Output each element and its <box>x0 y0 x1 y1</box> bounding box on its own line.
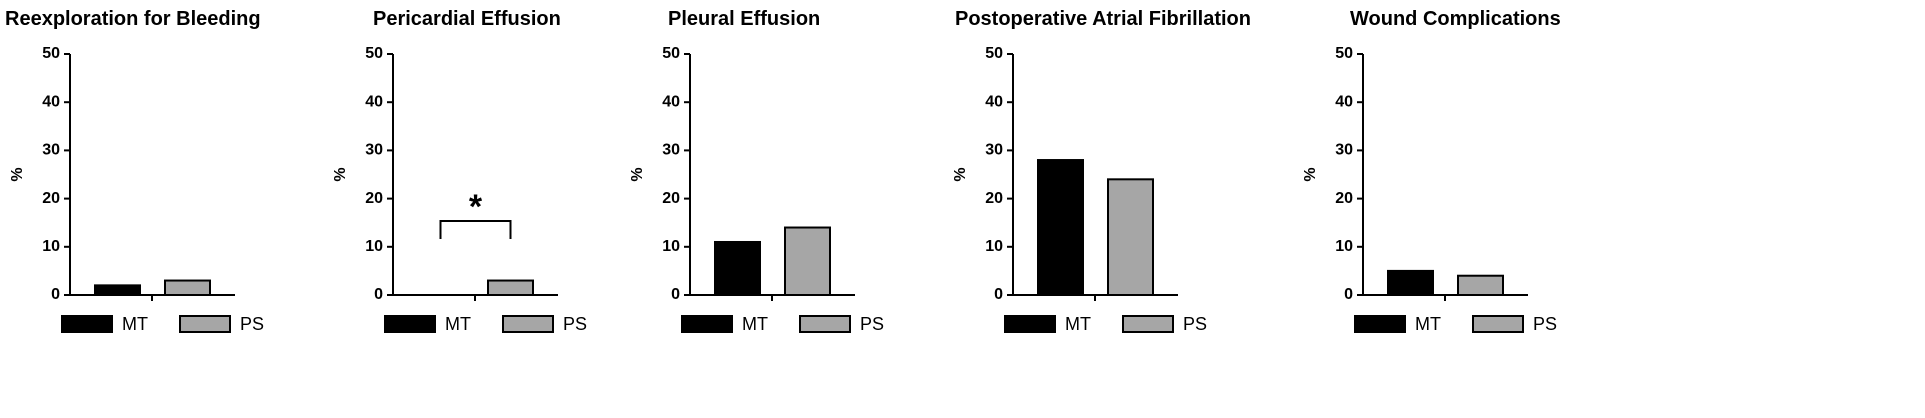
y-tick-label: 0 <box>994 286 1003 303</box>
legend-label: PS <box>860 314 884 334</box>
y-tick-label: 10 <box>1335 238 1353 255</box>
legend-swatch <box>799 315 851 333</box>
bar <box>94 284 141 296</box>
legend-swatch <box>179 315 231 333</box>
y-tick-label: 20 <box>662 190 680 207</box>
y-tick-label: 10 <box>42 238 60 255</box>
legend-label: MT <box>1065 314 1091 334</box>
y-tick-label: 30 <box>985 142 1003 159</box>
y-tick-label: 20 <box>42 190 60 207</box>
y-tick-label: 10 <box>365 238 383 255</box>
y-tick-label: 40 <box>662 93 680 110</box>
y-tick-label: 30 <box>365 142 383 159</box>
legend-swatch <box>384 315 436 333</box>
legend-swatch <box>1472 315 1524 333</box>
legend-label: PS <box>563 314 587 334</box>
legend-swatch <box>1354 315 1406 333</box>
y-tick-label: 30 <box>1335 142 1353 159</box>
panel: Reexploration for Bleeding% 0 10 20 30 40 50 MT… <box>5 8 264 334</box>
y-axis-label: % <box>332 167 349 181</box>
legend-label: PS <box>1533 314 1557 334</box>
y-tick-label: 50 <box>662 45 680 62</box>
y-axis-label: % <box>952 167 969 181</box>
panel: Pleural Effusion% 0 10 20 30 40 50 MT PS <box>629 8 884 334</box>
panel: Pericardial Effusion% 0 10 20 30 40 50 MT PS * <box>332 8 587 334</box>
legend-swatch <box>61 315 113 333</box>
panel: Wound Complications% 0 10 20 30 40 50 MT PS <box>1302 8 1561 334</box>
legend-swatch <box>681 315 733 333</box>
y-tick-label: 50 <box>42 45 60 62</box>
y-tick-label: 40 <box>985 93 1003 110</box>
chart-title: Reexploration for Bleeding <box>5 8 261 30</box>
legend-label: MT <box>1415 314 1441 334</box>
y-axis-label: % <box>9 167 26 181</box>
bar <box>1107 178 1154 297</box>
bar <box>487 279 534 297</box>
y-tick-label: 40 <box>1335 93 1353 110</box>
chart-title: Pericardial Effusion <box>373 8 561 30</box>
y-tick-label: 0 <box>374 286 383 303</box>
y-tick-label: 50 <box>1335 45 1353 62</box>
y-tick-label: 20 <box>365 190 383 207</box>
legend-swatch <box>1004 315 1056 333</box>
bar <box>1037 159 1084 296</box>
legend-label: MT <box>445 314 471 334</box>
y-tick-label: 50 <box>985 45 1003 62</box>
bar <box>164 279 211 297</box>
y-tick-label: 20 <box>1335 190 1353 207</box>
chart-title: Pleural Effusion <box>668 8 820 30</box>
y-tick-label: 50 <box>365 45 383 62</box>
legend-swatch <box>502 315 554 333</box>
bar <box>1387 269 1434 296</box>
legend-label: MT <box>122 314 148 334</box>
bar <box>1457 274 1504 297</box>
y-axis-label: % <box>629 167 646 181</box>
bar <box>714 240 761 296</box>
y-tick-label: 20 <box>985 190 1003 207</box>
legend-swatch <box>1122 315 1174 333</box>
y-tick-label: 30 <box>42 142 60 159</box>
legend-label: PS <box>240 314 264 334</box>
bar <box>784 226 831 297</box>
y-tick-label: 10 <box>985 238 1003 255</box>
annotation: * <box>469 188 483 226</box>
y-tick-label: 40 <box>365 93 383 110</box>
legend-label: MT <box>742 314 768 334</box>
significance-bracket <box>439 220 512 239</box>
y-tick-label: 0 <box>671 286 680 303</box>
y-tick-label: 40 <box>42 93 60 110</box>
y-axis-label: % <box>1302 167 1319 181</box>
y-tick-label: 30 <box>662 142 680 159</box>
panel: Postoperative Atrial Fibrillation% 0 10 20 3… <box>952 8 1251 334</box>
y-tick-label: 0 <box>1344 286 1353 303</box>
chart-title: Postoperative Atrial Fibrillation <box>955 8 1251 30</box>
chart-title: Wound Complications <box>1350 8 1561 30</box>
legend-label: PS <box>1183 314 1207 334</box>
y-tick-label: 0 <box>51 286 60 303</box>
y-tick-label: 10 <box>662 238 680 255</box>
